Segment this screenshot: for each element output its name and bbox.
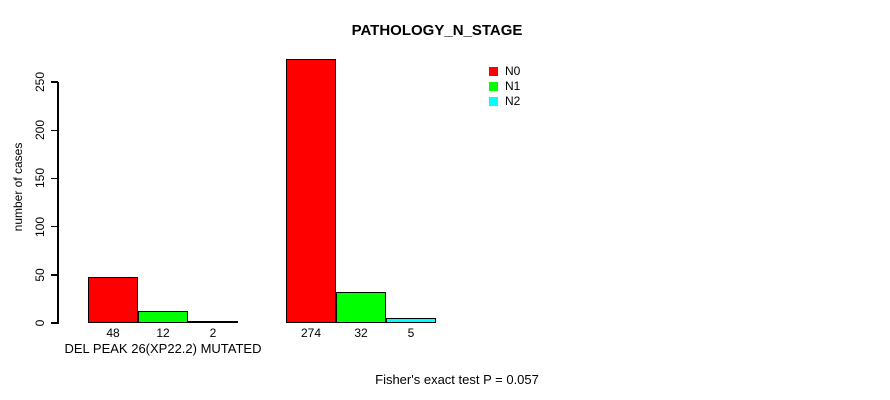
legend-row: N0 bbox=[489, 64, 520, 79]
y-axis-tick bbox=[51, 274, 58, 276]
y-axis-tick-label: 50 bbox=[33, 268, 47, 282]
y-axis-line bbox=[57, 82, 59, 324]
bar-value-label: 274 bbox=[300, 326, 322, 340]
y-axis-tick bbox=[51, 129, 58, 132]
fisher-test-note: Fisher's exact test P = 0.057 bbox=[375, 372, 539, 387]
y-axis-tick-label: 0 bbox=[33, 319, 47, 327]
bar-n1-group2 bbox=[336, 292, 386, 323]
bar-value-label: 48 bbox=[106, 326, 120, 340]
y-axis-tick bbox=[51, 81, 58, 83]
legend-label: N1 bbox=[505, 79, 521, 93]
y-axis-tick bbox=[51, 177, 58, 180]
y-axis-tick-label: 150 bbox=[33, 168, 47, 189]
legend-swatch-n0 bbox=[489, 67, 498, 76]
legend-label: N0 bbox=[505, 64, 521, 78]
bar-value-label: 32 bbox=[354, 326, 368, 340]
bar-value-label: 5 bbox=[407, 326, 415, 340]
legend-row: N1 bbox=[489, 79, 520, 94]
bar-n1-group1 bbox=[138, 311, 188, 323]
legend-row: N2 bbox=[489, 94, 520, 109]
y-axis-label: number of cases bbox=[11, 142, 25, 232]
bar-n2-group2 bbox=[386, 318, 436, 323]
legend-swatch-n2 bbox=[489, 97, 498, 106]
y-axis-tick bbox=[51, 322, 58, 324]
y-axis-tick-label: 250 bbox=[33, 72, 47, 93]
chart-title: PATHOLOGY_N_STAGE bbox=[351, 22, 523, 39]
bar-n0-group2 bbox=[286, 58, 336, 323]
y-axis-tick bbox=[51, 225, 58, 228]
bar-value-label: 2 bbox=[209, 326, 217, 340]
legend: N0 N1 N2 bbox=[489, 64, 520, 109]
group-label: DEL PEAK 26(XP22.2) MUTATED bbox=[64, 341, 262, 356]
bar-n0-group1 bbox=[88, 276, 138, 323]
y-axis-tick-label: 100 bbox=[33, 216, 47, 237]
bar-n2-group1 bbox=[188, 321, 238, 323]
legend-label: N2 bbox=[505, 94, 521, 108]
legend-swatch-n1 bbox=[489, 82, 498, 91]
bar-value-label: 12 bbox=[156, 326, 170, 340]
y-axis-tick-label: 200 bbox=[33, 120, 47, 141]
